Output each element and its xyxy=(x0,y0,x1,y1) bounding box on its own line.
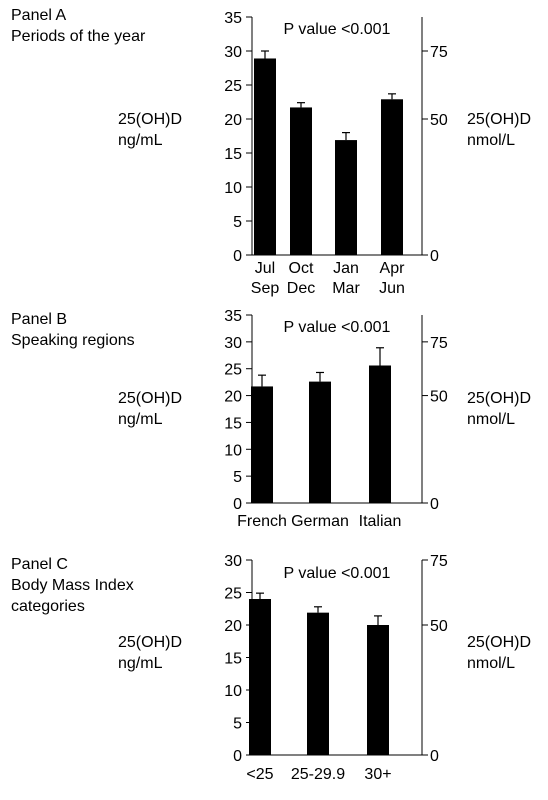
x-tick-label: German xyxy=(291,513,349,530)
left-tick-label: 35 xyxy=(224,308,242,325)
ylabel-right-line2: nmol/L xyxy=(467,411,515,428)
bar xyxy=(367,625,389,755)
right-tick-label: 75 xyxy=(430,335,448,352)
left-tick-label: 20 xyxy=(224,112,242,129)
bar xyxy=(290,107,312,255)
p-value-annotation: P value <0.001 xyxy=(284,319,391,336)
right-tick-label: 0 xyxy=(430,748,439,765)
x-tick-label: 25-29.9 xyxy=(291,766,345,783)
bar xyxy=(381,99,403,255)
right-tick-label: 0 xyxy=(430,248,439,265)
left-tick-label: 15 xyxy=(224,415,242,432)
x-tick-label: 30+ xyxy=(364,766,391,783)
panel-title: Panel A xyxy=(11,7,66,24)
x-tick-label: Sep xyxy=(251,280,280,297)
x-tick-label: Dec xyxy=(287,280,315,297)
bar xyxy=(309,381,331,503)
panel-subtitle: Speaking regions xyxy=(11,332,135,349)
left-tick-label: 0 xyxy=(233,496,242,513)
x-tick-label: French xyxy=(237,513,287,530)
x-tick-label: <25 xyxy=(246,766,273,783)
panel-b: Panel B Speaking regions 0 5 10 15 20 25 30 35 0 50… xyxy=(11,308,531,530)
left-tick-label: 20 xyxy=(224,618,242,635)
ylabel-right-line1: 25(OH)D xyxy=(467,111,531,128)
left-tick-label: 15 xyxy=(224,651,242,668)
left-tick-label: 10 xyxy=(224,683,242,700)
left-tick-label: 5 xyxy=(233,214,242,231)
x-tick-label: Apr xyxy=(380,260,406,277)
ylabel-right-line2: nmol/L xyxy=(467,655,515,672)
right-tick-label: 75 xyxy=(430,44,448,61)
bar xyxy=(254,58,276,256)
panel-subtitle: Periods of the year xyxy=(11,28,146,45)
bar xyxy=(251,386,273,503)
panel-title: Panel C xyxy=(11,556,68,573)
ylabel-right-line2: nmol/L xyxy=(467,132,515,149)
panel-c: Panel C Body Mass Index categories 0 5 10 15 20… xyxy=(11,553,531,783)
left-tick-label: 30 xyxy=(224,335,242,352)
left-tick-label: 20 xyxy=(224,389,242,406)
right-tick-label: 50 xyxy=(430,618,448,635)
bar xyxy=(249,599,271,755)
p-value-annotation: P value <0.001 xyxy=(284,565,391,582)
panel-title: Panel B xyxy=(11,311,67,328)
bar xyxy=(307,612,329,755)
ylabel-left-line1: 25(OH)D xyxy=(118,111,182,128)
right-tick-label: 50 xyxy=(430,389,448,406)
left-tick-label: 5 xyxy=(233,469,242,486)
panel-a: Panel A Periods of the year 0 5 10 15 20 25 30 35… xyxy=(11,7,531,297)
ylabel-left-line1: 25(OH)D xyxy=(118,634,182,651)
left-tick-label: 0 xyxy=(233,248,242,265)
left-tick-label: 30 xyxy=(224,44,242,61)
left-tick-label: 30 xyxy=(224,553,242,570)
ylabel-right-line1: 25(OH)D xyxy=(467,634,531,651)
ylabel-right-line1: 25(OH)D xyxy=(467,390,531,407)
x-tick-label: Jan xyxy=(333,260,359,277)
right-tick-label: 50 xyxy=(430,112,448,129)
panel-subtitle-line2: categories xyxy=(11,598,85,615)
x-tick-label: Oct xyxy=(289,260,314,277)
p-value-annotation: P value <0.001 xyxy=(284,21,391,38)
left-tick-label: 25 xyxy=(224,78,242,95)
ylabel-left-line2: ng/mL xyxy=(118,655,163,672)
left-tick-label: 35 xyxy=(224,10,242,27)
left-tick-label: 25 xyxy=(224,362,242,379)
left-tick-label: 25 xyxy=(224,586,242,603)
x-tick-label: Jun xyxy=(379,280,405,297)
left-tick-label: 5 xyxy=(233,716,242,733)
left-tick-label: 15 xyxy=(224,146,242,163)
ylabel-left-line2: ng/mL xyxy=(118,411,163,428)
x-tick-label: Mar xyxy=(332,280,360,297)
ylabel-left-line2: ng/mL xyxy=(118,132,163,149)
left-tick-label: 0 xyxy=(233,748,242,765)
ylabel-left-line1: 25(OH)D xyxy=(118,390,182,407)
right-tick-label: 75 xyxy=(430,553,448,570)
bar xyxy=(335,140,357,255)
x-tick-label: Italian xyxy=(359,513,402,530)
left-tick-label: 10 xyxy=(224,180,242,197)
bar xyxy=(369,365,391,503)
x-tick-label: Jul xyxy=(255,260,275,277)
panel-subtitle: Body Mass Index xyxy=(11,577,134,594)
right-tick-label: 0 xyxy=(430,496,439,513)
left-tick-label: 10 xyxy=(224,442,242,459)
